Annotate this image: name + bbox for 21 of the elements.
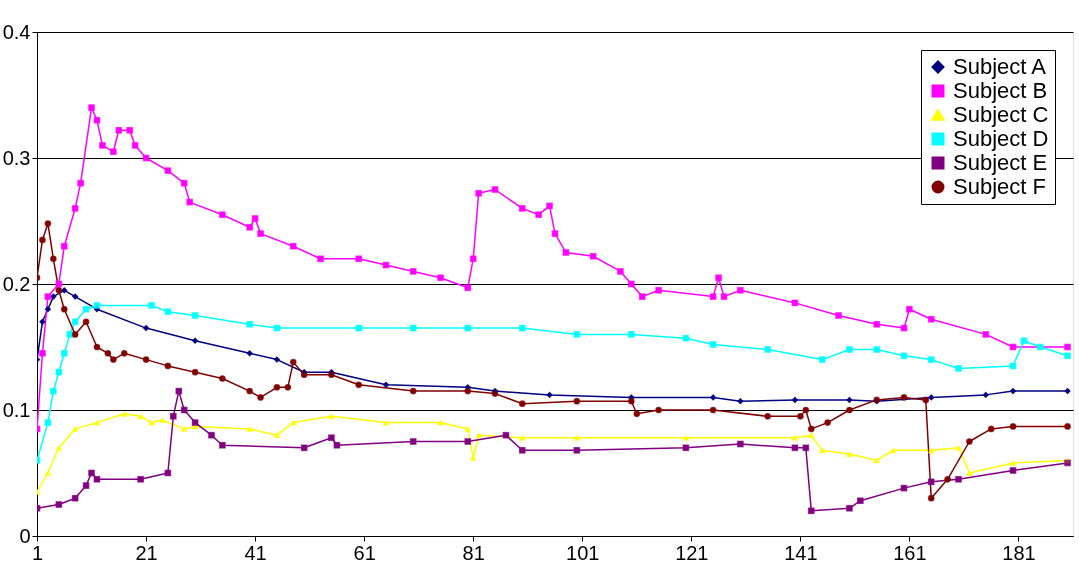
y-tick-label: 0.3	[2, 146, 31, 169]
x-tick-label: 101	[566, 541, 600, 564]
y-tick-label: 0.2	[2, 272, 31, 295]
y-tick-label: 0	[19, 524, 31, 547]
x-tick-label: 161	[893, 541, 927, 564]
legend-label: Subject A	[953, 54, 1047, 79]
x-tick-label: 41	[244, 541, 267, 564]
x-tick-label: 121	[675, 541, 709, 564]
y-tick-label: 0.4	[2, 20, 31, 43]
x-tick-label: 181	[1002, 541, 1036, 564]
x-tick-label: 61	[353, 541, 376, 564]
legend-label: Subject F	[953, 174, 1046, 199]
legend-label: Subject C	[953, 102, 1049, 127]
x-tick-label: 21	[135, 541, 158, 564]
x-tick-label: 1	[31, 541, 44, 564]
legend-label: Subject B	[953, 78, 1048, 103]
legend-label: Subject D	[953, 126, 1049, 151]
legend-label: Subject E	[953, 150, 1048, 175]
x-tick-label: 81	[462, 541, 485, 564]
x-tick-label: 141	[784, 541, 818, 564]
y-tick-label: 0.1	[2, 398, 31, 421]
